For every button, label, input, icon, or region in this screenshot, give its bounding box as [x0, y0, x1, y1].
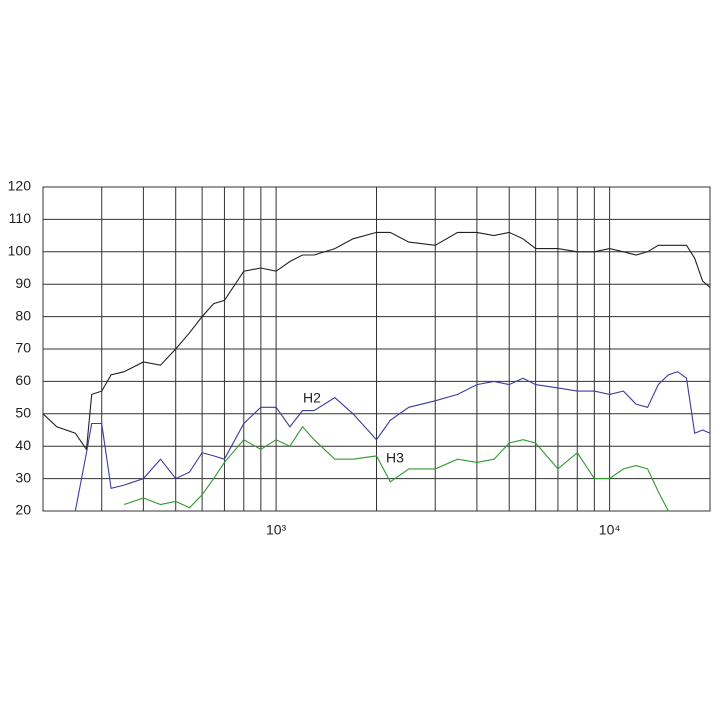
series-line: [42, 231, 711, 451]
series-line: [123, 425, 669, 512]
y-tick-label: 60: [15, 372, 31, 388]
y-tick-label: 40: [15, 437, 31, 453]
series-label: H2: [303, 390, 321, 406]
plot-frame: [42, 186, 711, 512]
y-tick-label: 20: [15, 502, 31, 518]
y-tick-label: 90: [15, 275, 31, 291]
x-tick-label: 10⁴: [599, 522, 621, 538]
y-tick-label: 120: [8, 178, 32, 194]
y-tick-label: 110: [9, 210, 32, 226]
series-line: [74, 371, 711, 512]
y-tick-label: 100: [8, 243, 32, 259]
y-tick-label: 70: [15, 340, 31, 356]
x-tick-label: 10³: [266, 522, 287, 538]
y-tick-label: 30: [15, 469, 31, 485]
series-label: H3: [386, 450, 404, 466]
y-tick-label: 80: [15, 307, 31, 323]
y-tick-label: 50: [15, 405, 31, 421]
